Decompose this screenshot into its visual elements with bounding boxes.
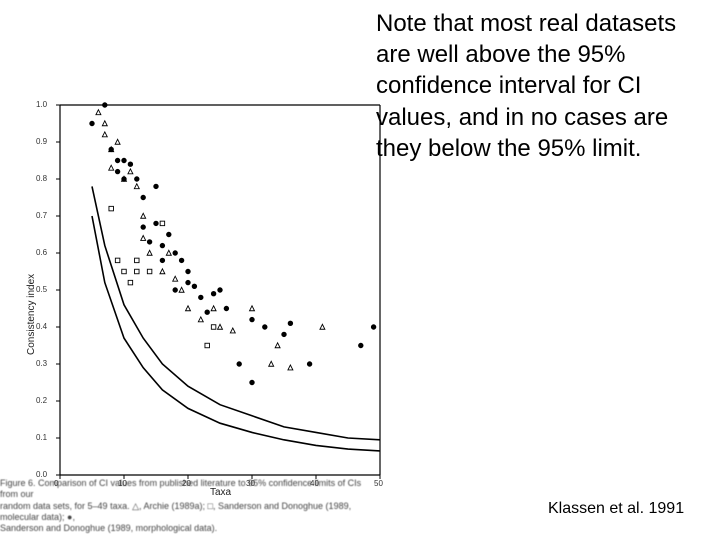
y-tick-label: 0.2: [36, 396, 47, 405]
caption-line: random data sets, for 5–49 taxa. △, Arch…: [0, 501, 370, 524]
y-tick-label: 0.1: [36, 433, 47, 442]
annotation-text: Note that most real datasets are well ab…: [376, 8, 706, 164]
y-tick-label: 0.4: [36, 322, 47, 331]
caption-line: Sanderson and Donoghue (1989, morphologi…: [0, 523, 370, 534]
citation: Klassen et al. 1991: [548, 500, 684, 518]
y-tick-label: 0.9: [36, 137, 47, 146]
y-tick-label: 0.5: [36, 285, 47, 294]
scatter-chart: Consistency index Taxa 0.00.10.20.30.40.…: [20, 95, 390, 495]
figure-caption: Figure 6. Comparison of CI values from p…: [0, 478, 370, 534]
y-tick-label: 1.0: [36, 100, 47, 109]
y-tick-label: 0.3: [36, 359, 47, 368]
x-tick-label: 50: [374, 479, 383, 488]
caption-line: Figure 6. Comparison of CI values from p…: [0, 478, 370, 501]
y-tick-label: 0.8: [36, 174, 47, 183]
y-tick-label: 0.6: [36, 248, 47, 257]
y-tick-label: 0.7: [36, 211, 47, 220]
plot-svg: [20, 95, 390, 495]
